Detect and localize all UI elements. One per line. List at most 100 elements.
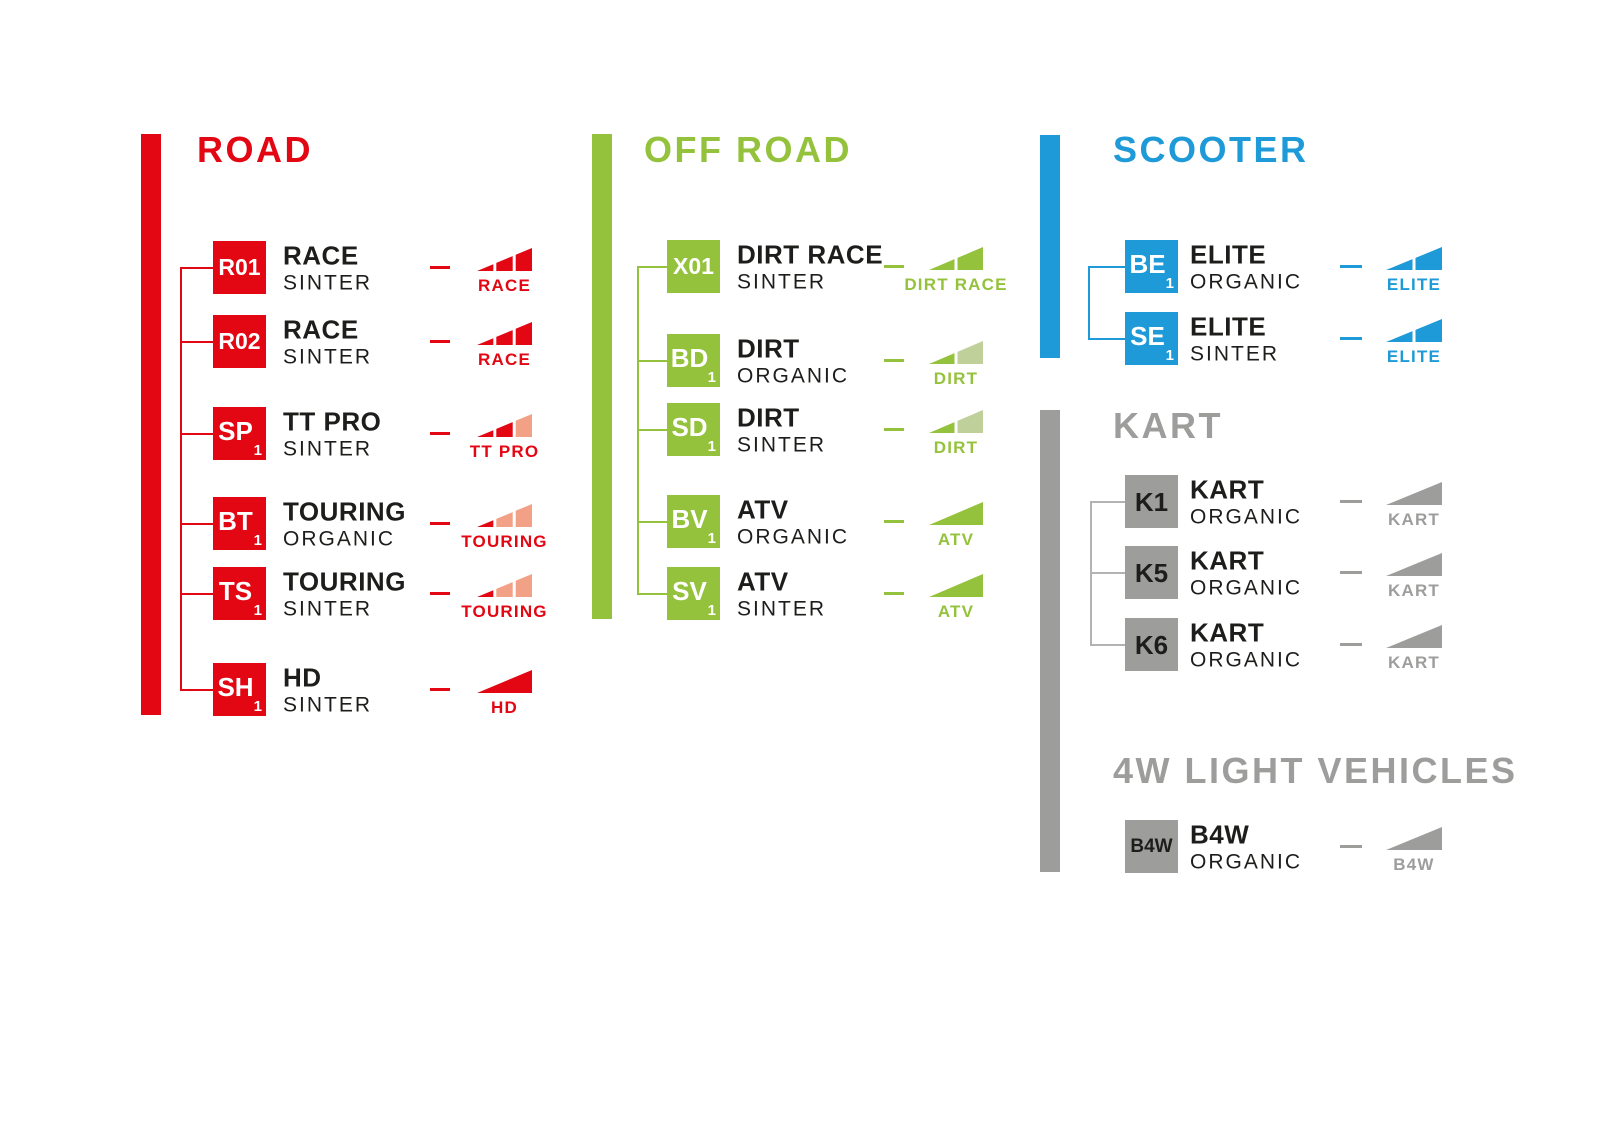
dash-line (884, 592, 904, 595)
product-name-block: TOURING SINTER (283, 569, 406, 620)
tree-spine (180, 268, 182, 690)
performance-wedge-icon (1386, 247, 1442, 270)
product-name: RACE (283, 314, 359, 345)
product-material: ORGANIC (1190, 576, 1303, 600)
badge-code: BT (218, 505, 253, 536)
tree-connector (1088, 338, 1125, 340)
tree-connector (180, 341, 213, 343)
product-material: SINTER (283, 271, 373, 295)
performance-wedge-icon (477, 414, 532, 437)
product-name-block: ATV ORGANIC (737, 497, 849, 548)
product-name: HD (283, 662, 322, 693)
badge-code: SD (671, 411, 708, 442)
product-material: SINTER (1190, 342, 1280, 366)
performance-wedge-icon (477, 670, 532, 693)
badge-code: K5 (1134, 557, 1169, 588)
product-name-block: ATV SINTER (737, 569, 826, 620)
product-name-block: DIRT ORGANIC (737, 336, 849, 387)
product-badge: K5 (1125, 546, 1178, 599)
product-name: DIRT (737, 333, 800, 364)
badge-code: X01 (673, 253, 714, 279)
badge-subscript: 1 (253, 442, 262, 459)
performance-label: DIRT (933, 438, 979, 457)
product-material: SINTER (283, 345, 373, 369)
product-badge: R02 (213, 315, 266, 368)
badge-subscript: 1 (253, 698, 262, 715)
product-name: ELITE (1190, 239, 1267, 270)
product-badge: SP 1 (213, 407, 266, 460)
product-name: TOURING (283, 496, 406, 527)
badge-code: SP (218, 415, 253, 446)
tree-connector (1088, 266, 1125, 268)
badge-subscript: 1 (253, 602, 262, 619)
product-material: ORGANIC (737, 525, 850, 549)
dash-line (1340, 571, 1362, 574)
performance-wedge-icon (1386, 553, 1442, 576)
section-title: ROAD (197, 129, 313, 170)
product-material: SINTER (283, 437, 373, 461)
product-name-block: DIRT RACE SINTER (737, 242, 883, 293)
product-name-block: KART ORGANIC (1190, 620, 1302, 671)
product-material: ORGANIC (1190, 505, 1303, 529)
dash-line (884, 428, 904, 431)
tree-connector (637, 266, 667, 268)
performance-label: ELITE (1386, 275, 1442, 294)
performance-label: DIRT (933, 369, 979, 388)
performance-label: TOURING (461, 602, 548, 621)
product-name-block: ELITE ORGANIC (1190, 242, 1302, 293)
product-badge: X01 (667, 240, 720, 293)
tree-connector (180, 267, 213, 269)
product-name: B4W (1190, 819, 1250, 850)
product-name: DIRT RACE (737, 239, 884, 270)
product-badge: SV 1 (667, 567, 720, 620)
product-name-block: RACE SINTER (283, 243, 372, 294)
badge-code: K6 (1134, 629, 1169, 660)
product-badge: BV 1 (667, 495, 720, 548)
product-badge: SH 1 (213, 663, 266, 716)
performance-label: HD (491, 698, 518, 717)
product-material: ORGANIC (737, 364, 850, 388)
product-name: TT PRO (283, 406, 382, 437)
product-badge: SD 1 (667, 403, 720, 456)
product-name-block: RACE SINTER (283, 317, 372, 368)
dash-line (884, 265, 904, 268)
product-name: TOURING (283, 566, 406, 597)
badge-subscript: 1 (707, 602, 716, 619)
performance-label: ATV (937, 602, 975, 621)
badge-code: SH (217, 671, 254, 702)
performance-wedge-icon (1386, 482, 1442, 505)
product-name-block: HD SINTER (283, 665, 372, 716)
dash-line (1340, 643, 1362, 646)
dash-line (1340, 337, 1362, 340)
product-name: ATV (737, 494, 789, 525)
product-material: SINTER (737, 270, 827, 294)
performance-wedge-icon (477, 574, 532, 597)
badge-code: BV (671, 503, 708, 534)
tree-connector (1090, 644, 1125, 646)
product-name: KART (1190, 617, 1265, 648)
dash-line (430, 266, 450, 269)
dash-line (430, 592, 450, 595)
dash-line (430, 688, 450, 691)
performance-wedge-icon (929, 410, 983, 433)
category-bar (1040, 410, 1060, 872)
performance-wedge-icon (477, 504, 532, 527)
product-material: SINTER (737, 433, 827, 457)
product-name: ATV (737, 566, 789, 597)
badge-subscript: 1 (707, 369, 716, 386)
product-badge: B4W (1125, 820, 1178, 873)
badge-code: BD (670, 342, 709, 373)
product-badge: SE 1 (1125, 312, 1178, 365)
tree-connector (180, 523, 213, 525)
performance-label: RACE (478, 276, 531, 295)
badge-subscript: 1 (707, 438, 716, 455)
badge-code: SE (1130, 320, 1165, 351)
section-title: SCOOTER (1113, 129, 1309, 170)
product-name-block: B4W ORGANIC (1190, 822, 1302, 873)
section-title: OFF ROAD (644, 129, 852, 170)
product-name: RACE (283, 240, 359, 271)
performance-label: KART (1387, 510, 1441, 529)
product-name: KART (1190, 474, 1265, 505)
badge-code: BE (1129, 248, 1166, 279)
product-badge: BE 1 (1125, 240, 1178, 293)
